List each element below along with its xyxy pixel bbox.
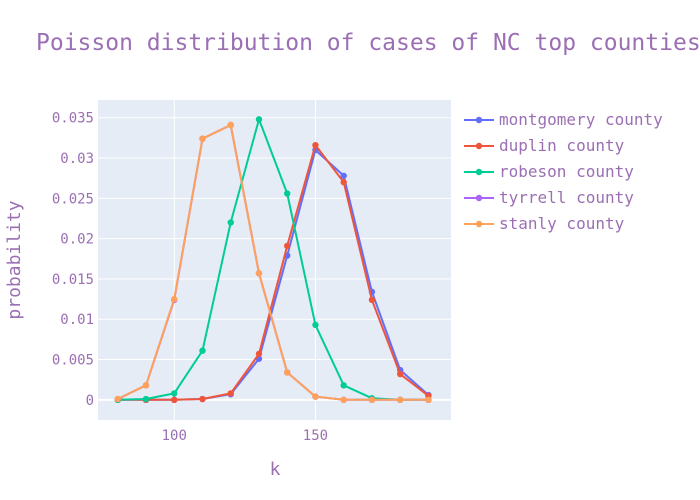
- legend-label: tyrrell county: [499, 188, 634, 207]
- data-point[interactable]: [312, 141, 319, 149]
- data-point[interactable]: [142, 395, 150, 403]
- data-point[interactable]: [114, 395, 121, 403]
- data-point[interactable]: [425, 396, 432, 404]
- y-tick-label: 0: [86, 393, 94, 409]
- data-point[interactable]: [227, 390, 234, 397]
- legend-marker-icon: [475, 142, 483, 150]
- series-layer: [114, 116, 432, 404]
- legend-label: montgomery county: [499, 110, 663, 129]
- data-point[interactable]: [255, 350, 263, 358]
- series-line: [117, 144, 430, 401]
- data-point[interactable]: [284, 190, 291, 197]
- data-point[interactable]: [340, 179, 347, 186]
- x-tick-label: 100: [162, 428, 187, 444]
- data-point[interactable]: [396, 370, 404, 378]
- data-point[interactable]: [368, 396, 376, 404]
- y-tick-label: 0.005: [52, 353, 94, 369]
- legend-item[interactable]: tyrrell county: [464, 188, 634, 207]
- data-point[interactable]: [284, 369, 291, 376]
- data-point[interactable]: [199, 135, 206, 142]
- y-tick-label: 0.035: [52, 111, 94, 127]
- y-tick-label: 0.015: [52, 272, 94, 288]
- tick-labels: 0 0.005 0.01 0.015 0.02 0.025 0.03 0.035 100 150: [52, 111, 328, 444]
- y-tick-label: 0.03: [60, 151, 94, 167]
- series-line: [117, 124, 429, 401]
- data-point[interactable]: [142, 382, 150, 389]
- data-point[interactable]: [312, 321, 319, 329]
- data-point[interactable]: [340, 396, 347, 404]
- y-tick-label: 0.01: [60, 312, 94, 328]
- legend-item[interactable]: stanly county: [464, 214, 625, 233]
- plot-area: [98, 100, 451, 420]
- y-axis-title: probability: [4, 200, 25, 319]
- data-point[interactable]: [368, 296, 376, 304]
- legend-marker-icon: [475, 168, 483, 176]
- x-axis-title: k: [270, 459, 281, 480]
- legend-label: duplin county: [499, 136, 625, 155]
- data-point[interactable]: [171, 396, 178, 404]
- data-point[interactable]: [396, 396, 404, 404]
- legend-marker-icon: [475, 220, 483, 228]
- legend-item[interactable]: duplin county: [464, 136, 625, 155]
- legend-item[interactable]: montgomery county: [464, 110, 663, 129]
- series-stanly-county: [114, 121, 432, 404]
- legend-marker-icon: [475, 194, 483, 202]
- data-point[interactable]: [340, 172, 347, 179]
- legend: montgomery county duplin county robeson co…: [464, 110, 663, 233]
- data-point[interactable]: [227, 219, 234, 226]
- data-point[interactable]: [340, 382, 347, 389]
- y-tick-label: 0.02: [60, 232, 94, 248]
- chart-title: Poisson distribution of cases of NC top …: [36, 30, 700, 56]
- data-point[interactable]: [171, 390, 178, 397]
- data-point[interactable]: [255, 116, 263, 123]
- legend-label: robeson county: [499, 162, 634, 181]
- data-point[interactable]: [199, 395, 206, 403]
- y-tick-label: 0.025: [52, 191, 94, 207]
- data-point[interactable]: [227, 121, 234, 129]
- series-line: [117, 118, 429, 401]
- data-point[interactable]: [199, 347, 206, 354]
- legend-label: stanly county: [499, 214, 625, 233]
- data-point[interactable]: [171, 295, 178, 303]
- data-point[interactable]: [255, 270, 263, 277]
- data-point[interactable]: [284, 242, 291, 250]
- data-point[interactable]: [312, 393, 319, 400]
- legend-marker-icon: [475, 116, 483, 124]
- x-tick-label: 150: [303, 428, 328, 444]
- legend-item[interactable]: robeson county: [464, 162, 634, 181]
